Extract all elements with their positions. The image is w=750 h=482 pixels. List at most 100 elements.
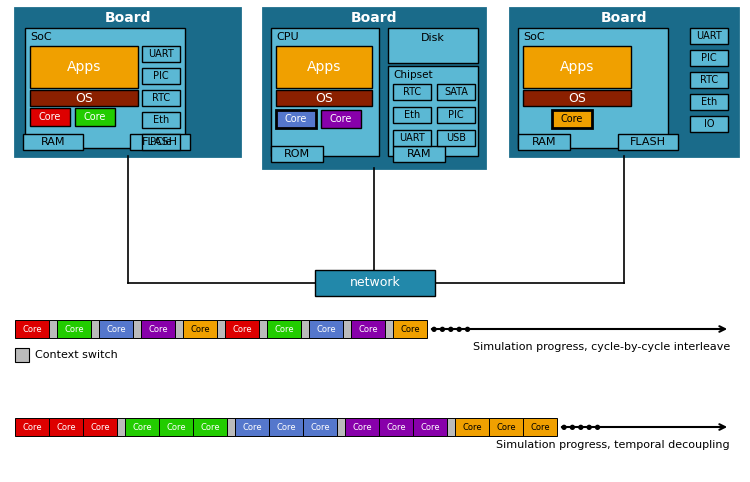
- Text: FLASH: FLASH: [142, 137, 178, 147]
- Bar: [15, 348, 29, 362]
- Bar: [49, 320, 57, 338]
- Bar: [447, 418, 455, 436]
- Text: UART: UART: [148, 49, 174, 59]
- Text: RTC: RTC: [700, 75, 718, 85]
- Text: Core: Core: [316, 324, 336, 334]
- Bar: [142, 46, 180, 62]
- Text: Core: Core: [462, 423, 482, 431]
- Bar: [345, 418, 379, 436]
- Bar: [510, 8, 738, 156]
- Bar: [552, 110, 592, 128]
- Text: ● ● ● ● ●: ● ● ● ● ●: [561, 424, 601, 430]
- Text: Core: Core: [242, 423, 262, 431]
- Bar: [455, 418, 489, 436]
- Text: Core: Core: [400, 324, 420, 334]
- Text: Apps: Apps: [560, 60, 594, 74]
- Bar: [193, 418, 227, 436]
- Text: Core: Core: [285, 114, 308, 124]
- Bar: [263, 8, 485, 168]
- Bar: [413, 418, 447, 436]
- Bar: [25, 28, 185, 148]
- Bar: [437, 107, 475, 123]
- Text: Core: Core: [330, 114, 352, 124]
- Bar: [23, 134, 83, 150]
- Text: PIC: PIC: [153, 71, 169, 81]
- Bar: [690, 50, 728, 66]
- Text: Core: Core: [310, 423, 330, 431]
- Bar: [690, 72, 728, 88]
- Bar: [30, 108, 70, 126]
- Text: RAM: RAM: [40, 137, 65, 147]
- Text: Core: Core: [56, 423, 76, 431]
- Bar: [269, 418, 303, 436]
- Text: Core: Core: [132, 423, 152, 431]
- Bar: [99, 320, 133, 338]
- Bar: [393, 146, 445, 162]
- Bar: [142, 112, 180, 128]
- Bar: [75, 108, 115, 126]
- Text: Eth: Eth: [700, 97, 717, 107]
- Bar: [518, 134, 570, 150]
- Text: RAM: RAM: [532, 137, 556, 147]
- Bar: [142, 134, 180, 150]
- Text: PIC: PIC: [448, 110, 464, 120]
- Bar: [235, 418, 269, 436]
- Bar: [276, 110, 316, 128]
- Text: Core: Core: [386, 423, 406, 431]
- Text: Simulation progress, cycle-by-cycle interleave: Simulation progress, cycle-by-cycle inte…: [472, 342, 730, 352]
- Bar: [183, 320, 217, 338]
- Text: Core: Core: [84, 112, 106, 122]
- Bar: [30, 90, 138, 106]
- Text: UART: UART: [696, 31, 721, 41]
- Text: RTC: RTC: [403, 87, 421, 97]
- Text: SoC: SoC: [30, 32, 52, 42]
- Bar: [217, 320, 225, 338]
- Bar: [379, 418, 413, 436]
- Bar: [142, 68, 180, 84]
- Text: Core: Core: [496, 423, 516, 431]
- Text: ● ● ● ● ●: ● ● ● ● ●: [431, 326, 471, 332]
- Text: SoC: SoC: [523, 32, 544, 42]
- Bar: [83, 418, 117, 436]
- Bar: [271, 146, 323, 162]
- Text: Context switch: Context switch: [35, 350, 118, 360]
- Text: PIC: PIC: [701, 53, 717, 63]
- Text: Core: Core: [352, 423, 372, 431]
- Text: Core: Core: [22, 324, 42, 334]
- Bar: [518, 28, 668, 148]
- Bar: [690, 116, 728, 132]
- Text: UART: UART: [399, 133, 424, 143]
- Bar: [142, 90, 180, 106]
- Text: USB: USB: [446, 133, 466, 143]
- Text: Core: Core: [200, 423, 220, 431]
- Text: RTC: RTC: [152, 93, 170, 103]
- Text: Core: Core: [530, 423, 550, 431]
- Bar: [141, 320, 175, 338]
- Bar: [133, 320, 141, 338]
- Bar: [15, 8, 240, 156]
- Bar: [343, 320, 351, 338]
- Text: RAM: RAM: [406, 149, 431, 159]
- Bar: [618, 134, 678, 150]
- Bar: [267, 320, 301, 338]
- Text: Disk: Disk: [421, 33, 445, 43]
- Bar: [49, 418, 83, 436]
- Bar: [15, 418, 49, 436]
- Text: OS: OS: [568, 92, 586, 105]
- Bar: [57, 320, 91, 338]
- Text: Apps: Apps: [67, 60, 101, 74]
- Text: Core: Core: [420, 423, 440, 431]
- Text: OS: OS: [315, 92, 333, 105]
- Text: Core: Core: [39, 112, 62, 122]
- Bar: [321, 110, 361, 128]
- Text: Core: Core: [561, 114, 584, 124]
- Text: network: network: [350, 277, 400, 290]
- Bar: [271, 28, 379, 156]
- Text: ROM: ROM: [284, 149, 310, 159]
- Text: Core: Core: [358, 324, 378, 334]
- Text: Core: Core: [90, 423, 110, 431]
- Bar: [117, 418, 125, 436]
- Bar: [309, 320, 343, 338]
- Text: IO: IO: [704, 119, 714, 129]
- Text: OS: OS: [75, 92, 93, 105]
